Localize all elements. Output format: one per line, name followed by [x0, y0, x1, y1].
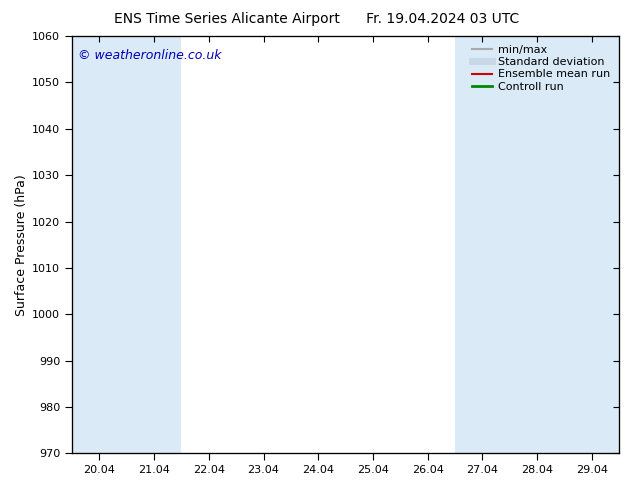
Legend: min/max, Standard deviation, Ensemble mean run, Controll run: min/max, Standard deviation, Ensemble me… [469, 42, 614, 95]
Y-axis label: Surface Pressure (hPa): Surface Pressure (hPa) [15, 174, 28, 316]
Bar [510, 36, 564, 453]
Bar [455, 36, 510, 453]
Bar [72, 36, 127, 453]
Bar [127, 36, 181, 453]
Bar [564, 36, 619, 453]
Text: © weatheronline.co.uk: © weatheronline.co.uk [77, 49, 221, 62]
Text: ENS Time Series Alicante Airport      Fr. 19.04.2024 03 UTC: ENS Time Series Alicante Airport Fr. 19.… [114, 12, 520, 26]
